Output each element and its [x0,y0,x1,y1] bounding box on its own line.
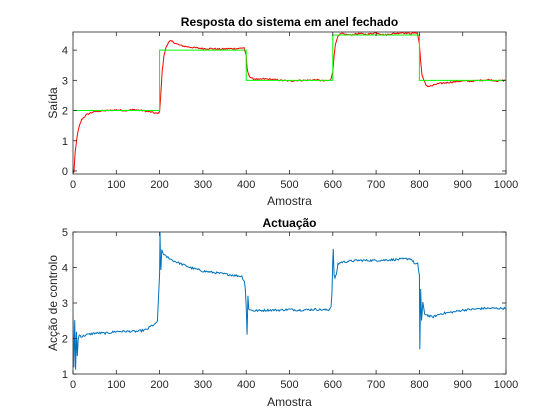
x-tick-label: 400 [237,179,255,191]
x-tick-label: 900 [454,179,472,191]
x-tick-label: 500 [280,179,298,191]
x-tick-label: 1000 [494,179,518,191]
y-tick-label: 4 [62,263,68,275]
x-tick-label: 200 [150,179,168,191]
y-tick-label: 5 [62,227,68,239]
y-tick-label: 3 [62,298,68,310]
y-tick-label: 2 [62,106,68,118]
x-tick-label: 900 [454,379,472,391]
x-tick-label: 500 [280,379,298,391]
top-y-axis-label: Saída [46,87,60,119]
y-tick-label: 1 [62,136,68,148]
x-tick-label: 300 [194,179,212,191]
x-tick-label: 200 [150,379,168,391]
y-tick-label: 3 [62,75,68,87]
x-tick-label: 600 [324,379,342,391]
bottom-x-axis-label: Amostra [267,395,312,409]
top-chart: 0 100 200 300 400 500 600 700 800 900 1000 0 1 2 3 4 R… [46,15,518,208]
top-chart-title: Resposta do sistema em anel fechado [181,15,398,29]
x-tick-label: 100 [107,379,125,391]
x-tick-label: 0 [70,179,76,191]
y-tick-label: 2 [62,334,68,346]
x-tick-label: 0 [70,379,76,391]
y-tick-label: 4 [62,45,68,57]
series-line-1 [73,34,506,112]
top-plot-area [72,31,507,175]
x-tick-label: 800 [410,379,428,391]
x-tick-label: 100 [107,179,125,191]
x-tick-label: 600 [324,179,342,191]
x-tick-label: 1000 [494,379,518,391]
bottom-plot-area [72,231,507,375]
y-tick-label: 0 [62,166,68,178]
x-tick-label: 700 [367,179,385,191]
bottom-chart: 0 100 200 300 400 500 600 700 800 900 1000 1 2 3 4 5 A… [46,216,518,409]
x-tick-label: 800 [410,179,428,191]
y-tick-label: 1 [62,369,68,381]
series-line-0 [73,232,506,370]
x-tick-label: 400 [237,379,255,391]
bottom-chart-title: Actuação [262,216,316,230]
x-tick-label: 700 [367,379,385,391]
top-x-axis-label: Amostra [267,194,312,208]
x-tick-label: 300 [194,379,212,391]
bottom-y-axis-label: Acção de controlo [46,255,60,351]
